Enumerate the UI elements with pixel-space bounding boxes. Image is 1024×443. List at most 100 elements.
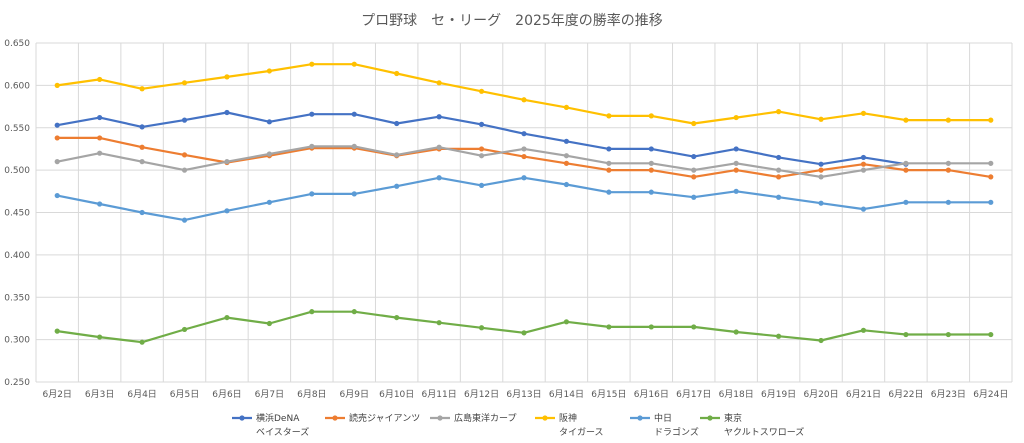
legend-entry-line2: ベイスターズ — [256, 426, 309, 438]
data-point — [97, 135, 103, 141]
data-point — [309, 309, 315, 315]
data-point — [266, 151, 272, 157]
data-point — [436, 80, 442, 86]
data-point — [54, 328, 60, 334]
x-tick-label: 6月23日 — [931, 389, 966, 400]
data-point — [648, 189, 654, 195]
data-point — [309, 191, 315, 197]
data-point — [478, 325, 485, 331]
data-point — [733, 167, 739, 173]
chart-title: プロ野球 セ・リーグ 2025年度の勝率の推移 — [361, 13, 663, 29]
data-point — [224, 109, 230, 116]
x-tick-label: 6月18日 — [719, 389, 754, 400]
x-tick-label: 6月21日 — [846, 389, 881, 400]
data-point — [309, 61, 315, 67]
data-point — [903, 117, 909, 123]
data-point — [606, 113, 612, 119]
data-point — [988, 160, 994, 166]
data-point — [309, 143, 315, 149]
data-point — [97, 334, 103, 340]
data-point — [988, 199, 994, 205]
data-point — [521, 175, 527, 181]
data-point — [394, 314, 400, 321]
data-point — [478, 146, 485, 152]
data-point — [691, 194, 697, 200]
data-point — [733, 146, 739, 152]
data-point — [97, 150, 103, 156]
x-tick-label: 6月24日 — [973, 389, 1008, 400]
data-point — [776, 154, 782, 161]
data-point — [54, 192, 60, 199]
x-tick-label: 6月2日 — [42, 389, 71, 400]
data-point — [521, 330, 527, 336]
data-point — [351, 309, 357, 315]
data-point — [776, 109, 782, 115]
legend-entry: 中日 — [654, 412, 672, 424]
legend-marker — [637, 415, 643, 421]
data-point — [181, 167, 188, 173]
data-point — [521, 146, 527, 152]
x-tick-label: 6月12日 — [464, 389, 499, 400]
data-point — [54, 122, 60, 128]
data-point — [860, 161, 867, 167]
data-point — [818, 116, 824, 122]
y-tick-label: 0.250 — [4, 378, 30, 388]
legend-entry: 読売ジャイアンツ — [349, 412, 420, 424]
x-tick-label: 6月3日 — [85, 389, 114, 400]
data-point — [478, 121, 485, 127]
data-point — [54, 159, 60, 165]
data-point — [521, 131, 527, 137]
data-point — [648, 113, 654, 119]
data-point — [945, 331, 951, 338]
data-point — [139, 339, 145, 345]
data-point — [860, 167, 867, 173]
data-point — [945, 117, 951, 123]
data-point — [224, 159, 230, 165]
data-point — [776, 174, 782, 180]
data-point — [139, 86, 145, 92]
series-line — [57, 310, 991, 344]
data-point — [394, 152, 400, 158]
data-point — [436, 320, 442, 326]
x-tick-label: 6月17日 — [676, 389, 711, 400]
data-point — [818, 200, 824, 206]
data-point — [691, 167, 697, 173]
data-point — [139, 144, 145, 150]
data-point — [563, 181, 570, 188]
x-tick-label: 6月11日 — [422, 389, 457, 400]
data-point — [351, 191, 357, 197]
data-point — [54, 135, 60, 141]
data-point — [691, 324, 697, 330]
data-point — [478, 88, 485, 94]
data-point — [181, 217, 188, 223]
data-point — [988, 117, 994, 123]
data-point — [606, 160, 612, 166]
data-point — [988, 331, 994, 338]
legend-entry-line2: ヤクルトスワローズ — [724, 426, 804, 438]
legend-entry-line2: ドラゴンズ — [654, 426, 699, 438]
data-point — [394, 70, 400, 77]
data-point — [181, 152, 188, 158]
data-point — [818, 337, 824, 344]
legend-entry: 広島東洋カープ — [454, 412, 516, 424]
x-tick-label: 6月20日 — [803, 389, 838, 400]
legend-marker — [332, 415, 338, 421]
data-point — [733, 188, 739, 194]
data-point — [521, 153, 527, 160]
data-point — [945, 160, 951, 166]
x-tick-label: 6月8日 — [297, 389, 326, 400]
x-tick-label: 6月4日 — [127, 389, 156, 400]
y-tick-label: 0.500 — [4, 166, 30, 176]
data-point — [945, 199, 951, 205]
data-point — [818, 174, 824, 180]
legend-entry: 東京 — [724, 412, 742, 424]
data-point — [563, 160, 570, 166]
x-tick-label: 6月13日 — [506, 389, 541, 400]
x-tick-label: 6月7日 — [255, 389, 284, 400]
y-tick-label: 0.600 — [4, 81, 30, 91]
y-tick-label: 0.650 — [4, 39, 30, 49]
data-point — [733, 160, 739, 166]
data-point — [606, 324, 612, 330]
data-point — [181, 326, 188, 333]
